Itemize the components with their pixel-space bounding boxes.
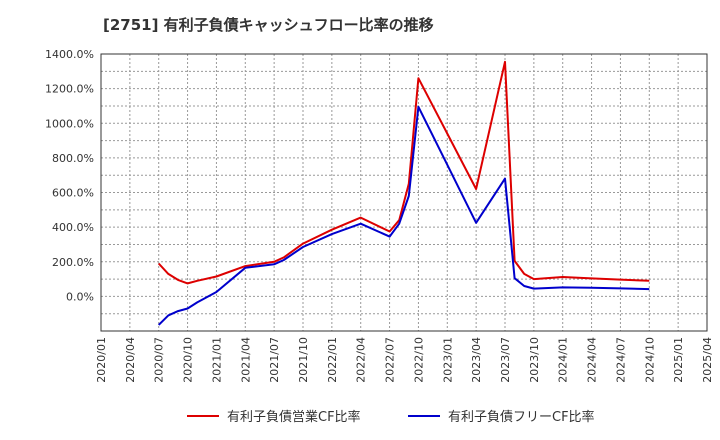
x-axis: 2020/01 2020/04 2020/07 2020/10 2021/01 2021/… [95, 337, 714, 383]
series-line-2 [157, 105, 650, 326]
x-tick-label: 2021/04 [239, 337, 252, 383]
y-tick-label: 800.0% [52, 152, 94, 165]
chart-title: [2751] 有利子負債キャッシュフロー比率の推移 [103, 16, 434, 34]
x-tick-label: 2020/07 [153, 337, 166, 383]
legend-item-1: 有利子負債営業CF比率 [187, 409, 361, 425]
legend-item-2: 有利子負債フリーCF比率 [408, 409, 595, 425]
series-layer [157, 60, 650, 326]
x-tick-label: 2023/04 [470, 337, 483, 383]
x-tick-label: 2022/01 [326, 337, 339, 383]
x-tick-label: 2025/01 [672, 337, 685, 383]
legend-label: 有利子負債営業CF比率 [227, 409, 361, 425]
y-tick-label: 1400.0% [45, 48, 94, 61]
x-tick-label: 2025/04 [701, 337, 714, 383]
x-tick-label: 2021/10 [297, 337, 310, 383]
x-tick-label: 2024/10 [643, 337, 656, 383]
series-line-1 [157, 60, 650, 285]
y-tick-label: 0.0% [66, 290, 94, 303]
x-tick-label: 2023/01 [441, 337, 454, 383]
x-tick-label: 2023/07 [499, 337, 512, 383]
legend: 有利子負債営業CF比率 有利子負債フリーCF比率 [187, 409, 595, 425]
legend-label: 有利子負債フリーCF比率 [448, 409, 595, 425]
grid-layer [101, 54, 707, 331]
y-tick-label: 400.0% [52, 221, 94, 234]
x-tick-label: 2022/04 [355, 337, 368, 383]
x-tick-label: 2020/04 [124, 337, 137, 383]
y-tick-label: 600.0% [52, 187, 94, 200]
x-tick-label: 2020/01 [95, 337, 108, 383]
plot-frame [100, 53, 708, 332]
y-tick-label: 1000.0% [45, 117, 94, 130]
y-tick-label: 200.0% [52, 256, 94, 269]
x-tick-label: 2022/07 [384, 337, 397, 383]
x-tick-label: 2020/10 [182, 337, 195, 383]
x-tick-label: 2024/04 [586, 337, 599, 383]
x-tick-label: 2022/10 [412, 337, 425, 383]
y-tick-label: 1200.0% [45, 83, 94, 96]
x-tick-label: 2021/07 [268, 337, 281, 383]
x-tick-label: 2024/01 [557, 337, 570, 383]
x-tick-label: 2023/10 [528, 337, 541, 383]
y-axis: 0.0% 200.0% 400.0% 600.0% 800.0% 1000.0% 1200.… [45, 48, 94, 303]
x-tick-label: 2021/01 [210, 337, 223, 383]
x-tick-label: 2024/07 [614, 337, 627, 383]
